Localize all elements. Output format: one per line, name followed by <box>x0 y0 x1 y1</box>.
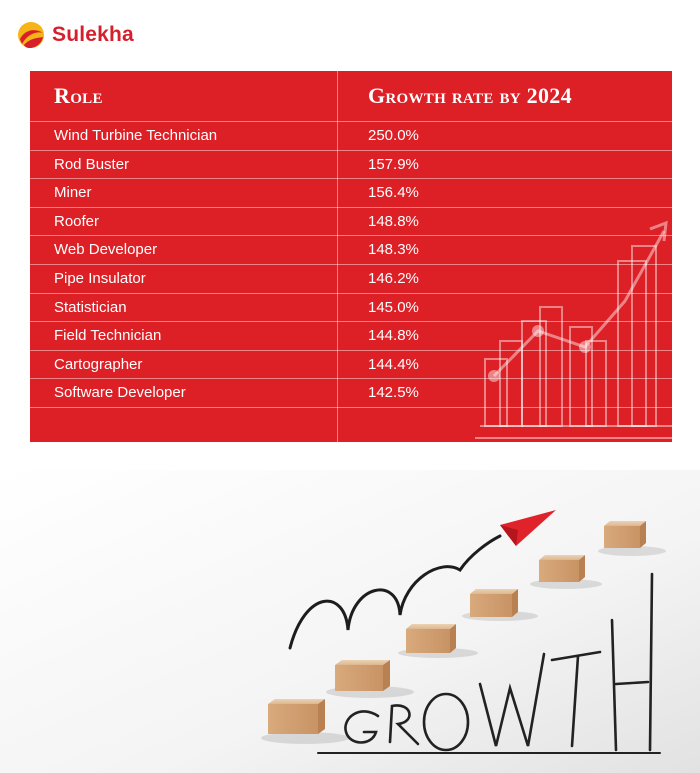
cell-role: Roofer <box>54 212 100 230</box>
wooden-steps <box>261 521 666 744</box>
cell-role: Statistician <box>54 298 127 316</box>
sulekha-logo-icon <box>18 22 44 48</box>
growth-table: Role Growth rate by 2024 Wind Turbine Te… <box>30 71 672 442</box>
paper-plane-icon <box>500 510 556 546</box>
table-row: Pipe Insulator 146.2% <box>30 263 672 293</box>
cell-growth: 156.4% <box>368 184 419 202</box>
table-row: Cartographer 144.4% <box>30 349 672 379</box>
cell-growth: 144.8% <box>368 327 419 345</box>
cell-role: Field Technician <box>54 327 162 345</box>
header-growth-rate: Growth rate by 2024 <box>368 83 572 108</box>
cell-growth: 145.0% <box>368 298 419 316</box>
cell-role: Pipe Insulator <box>54 269 146 287</box>
brand-name: Sulekha <box>52 23 134 46</box>
table-row: Miner 156.4% <box>30 178 672 207</box>
cell-growth: 250.0% <box>368 127 419 144</box>
growth-steps-illustration <box>0 470 700 773</box>
table-row: Rod Buster 157.9% <box>30 149 672 179</box>
cell-role: Miner <box>54 184 92 202</box>
cell-growth: 148.8% <box>368 212 419 230</box>
cell-role: Wind Turbine Technician <box>54 127 218 144</box>
cell-role: Web Developer <box>54 241 158 259</box>
cell-role: Software Developer <box>54 384 186 402</box>
table-row: Software Developer 142.5% <box>30 378 672 407</box>
cell-growth: 157.9% <box>368 155 419 173</box>
cell-growth: 148.3% <box>368 241 419 259</box>
cell-role: Cartographer <box>54 355 143 373</box>
header-role: Role <box>54 83 103 108</box>
table-row: Wind Turbine Technician 250.0% <box>30 121 672 150</box>
table-row: Web Developer 148.3% <box>30 235 672 264</box>
column-divider <box>337 71 338 442</box>
table-body: Wind Turbine Technician 250.0% Rod Buste… <box>30 121 672 442</box>
table-row: Statistician 145.0% <box>30 292 672 322</box>
cell-growth: 144.4% <box>368 355 419 373</box>
brand-logo[interactable]: Sulekha <box>16 18 134 52</box>
bar-chart-trend-icon <box>475 220 672 439</box>
table-row: Roofer 148.8% <box>30 206 672 236</box>
cell-growth: 142.5% <box>368 384 419 402</box>
growth-handwritten-word <box>317 572 661 754</box>
table-row: Field Technician 144.8% <box>30 321 672 350</box>
cell-growth: 146.2% <box>368 269 419 287</box>
header-area: Sulekha <box>16 18 672 442</box>
cell-role: Rod Buster <box>54 155 130 173</box>
table-row-empty <box>30 406 672 442</box>
table-header: Role Growth rate by 2024 <box>30 71 672 121</box>
